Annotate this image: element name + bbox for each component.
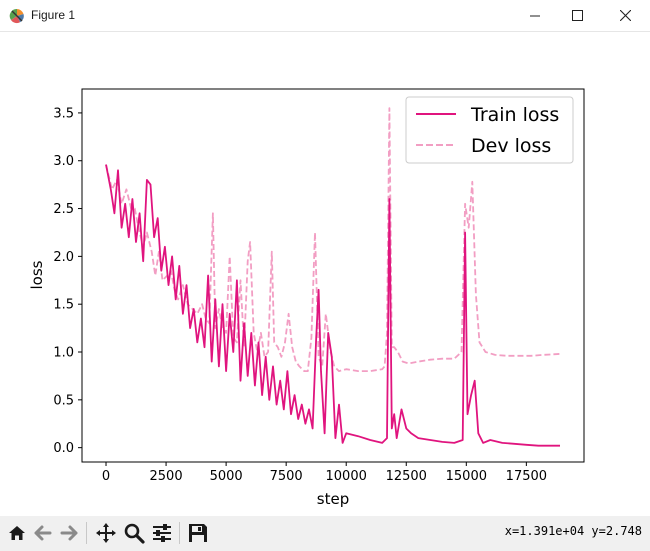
y-tick-label: 0.0: [53, 441, 74, 456]
cursor-coordinates: x=1.391e+04 y=2.748: [504, 524, 642, 538]
home-button[interactable]: [4, 520, 30, 546]
window-title: Figure 1: [31, 8, 76, 22]
x-axis-label: step: [317, 490, 349, 508]
loss-chart[interactable]: 0 2500 5000 7500 10000 12500 15000 17500 0.0 0.5…: [0, 32, 650, 516]
train-loss-line: [105, 164, 560, 447]
zoom-icon: [124, 523, 145, 544]
y-tick-label: 1.5: [53, 298, 74, 313]
y-axis-label: loss: [28, 260, 46, 289]
x-tick-label: 0: [102, 469, 110, 484]
figure-canvas[interactable]: 0 2500 5000 7500 10000 12500 15000 17500 0.0 0.5…: [0, 32, 650, 516]
x-tick-label: 17500: [506, 469, 547, 484]
x-tick-label: 5000: [210, 469, 243, 484]
y-tick-label: 3.0: [53, 154, 74, 169]
back-arrow-icon: [34, 525, 52, 541]
toolbar-separator: [86, 522, 87, 544]
close-icon: [619, 10, 631, 21]
forward-arrow-icon: [60, 525, 78, 541]
close-button[interactable]: [602, 0, 648, 31]
configure-subplots-button[interactable]: [149, 520, 175, 546]
y-tick-label: 0.5: [53, 393, 74, 408]
save-button[interactable]: [185, 520, 211, 546]
legend-train-label: Train loss: [470, 104, 559, 126]
zoom-button[interactable]: [121, 520, 147, 546]
forward-button[interactable]: [56, 520, 82, 546]
x-tick-label: 2500: [150, 469, 183, 484]
y-tick-label: 2.0: [53, 250, 74, 265]
y-tick-label: 1.0: [53, 346, 74, 361]
legend: Train loss Dev loss: [405, 96, 574, 164]
toolbar-separator: [179, 522, 180, 544]
y-tick-label: 2.5: [53, 202, 74, 217]
minimize-button[interactable]: [512, 0, 558, 31]
minimize-icon: [530, 15, 540, 16]
matplotlib-icon: [9, 8, 24, 24]
configure-subplots-icon: [153, 524, 171, 542]
pan-button[interactable]: [93, 520, 119, 546]
save-icon: [189, 524, 207, 542]
home-icon: [9, 526, 25, 540]
pan-icon: [96, 523, 116, 543]
y-tick-label: 3.5: [53, 106, 74, 121]
x-tick-label: 7500: [270, 469, 303, 484]
window-titlebar: Figure 1: [0, 0, 650, 32]
x-tick-label: 10000: [326, 469, 367, 484]
maximize-icon: [571, 10, 583, 21]
maximize-button[interactable]: [554, 0, 600, 31]
legend-dev-label: Dev loss: [471, 135, 551, 157]
x-tick-label: 15000: [446, 469, 487, 484]
back-button[interactable]: [30, 520, 56, 546]
x-tick-label: 12500: [386, 469, 427, 484]
navigation-toolbar: x=1.391e+04 y=2.748: [0, 516, 650, 551]
